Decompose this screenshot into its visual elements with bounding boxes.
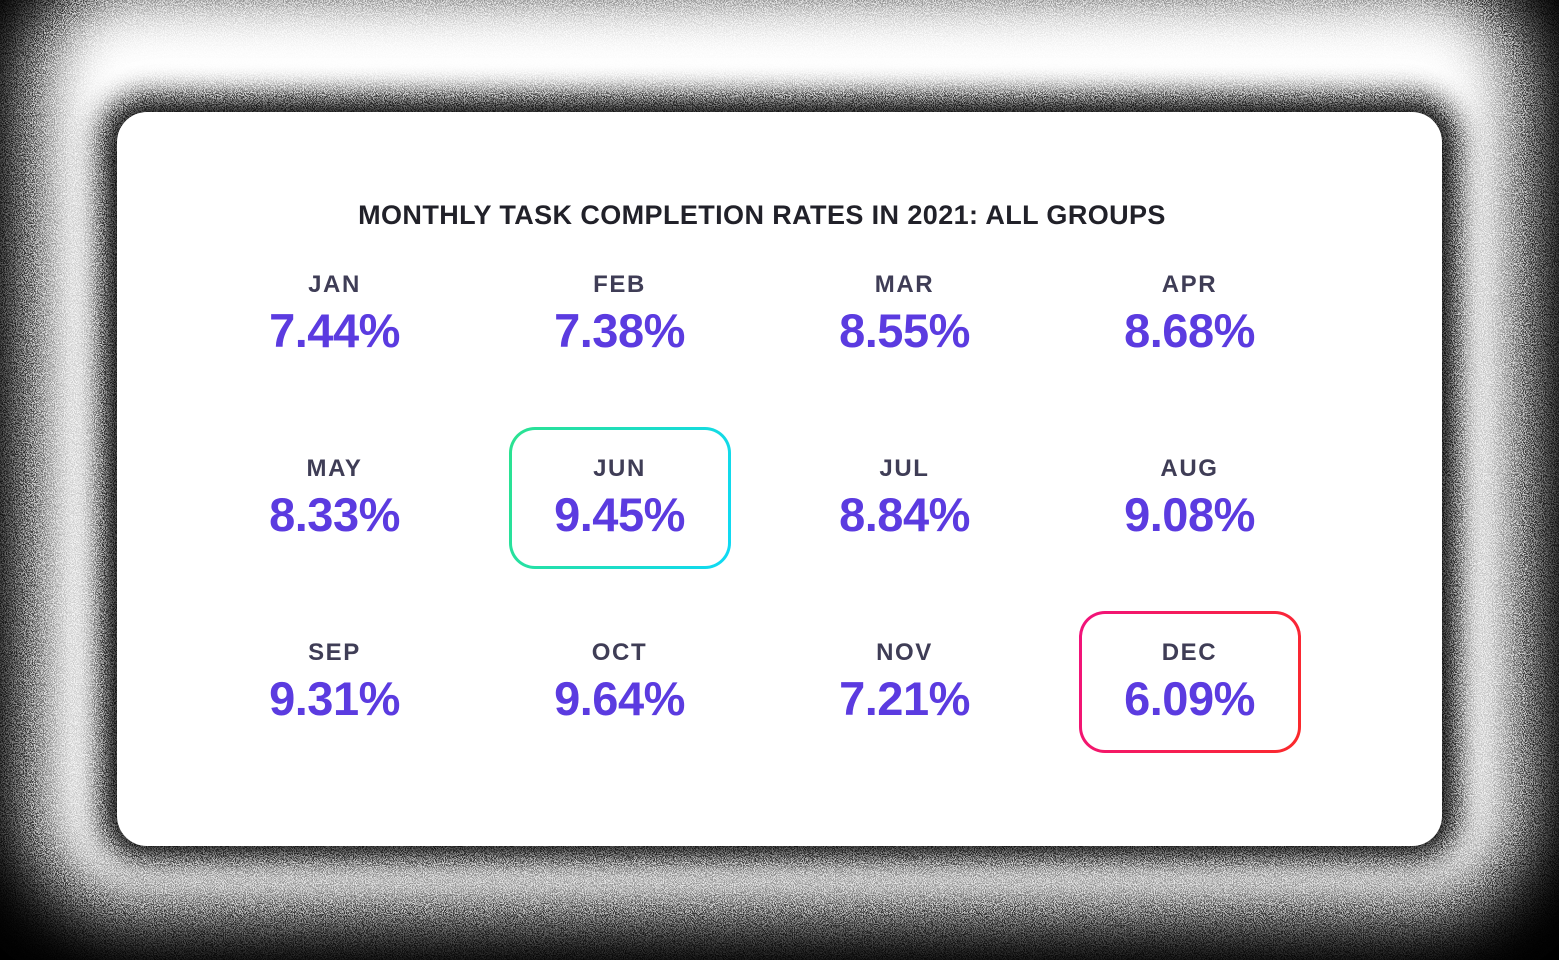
month-cell-jan: JAN 7.44% (224, 243, 446, 385)
month-label: NOV (876, 638, 933, 666)
month-label: FEB (593, 270, 646, 298)
month-cell-apr: APR 8.68% (1079, 243, 1301, 385)
month-label: SEP (308, 638, 361, 666)
month-cell-core: MAR 8.55% (797, 246, 1013, 382)
month-value: 7.38% (554, 303, 685, 357)
month-cell-core: MAY 8.33% (227, 430, 443, 566)
month-cell-feb: FEB 7.38% (509, 243, 731, 385)
month-cell-jun-highlight-box: JUN 9.45% (508, 427, 731, 569)
month-label: MAR (874, 270, 935, 298)
month-cell-may: MAY 8.33% (224, 427, 446, 569)
months-grid: JAN 7.44% FEB 7.38% MAR 8.55% APR (192, 243, 1332, 753)
card-title: MONTHLY TASK COMPLETION RATES IN 2021: A… (358, 200, 1166, 230)
month-cell-core: NOV 7.21% (797, 614, 1013, 750)
month-value: 6.09% (1124, 671, 1255, 725)
month-cell-core: OCT 9.64% (512, 614, 728, 750)
month-value: 9.64% (554, 671, 685, 725)
month-cell-mar: MAR 8.55% (794, 243, 1016, 385)
month-value: 8.55% (839, 303, 970, 357)
month-value: 7.21% (839, 671, 970, 725)
month-value: 9.08% (1124, 487, 1255, 541)
month-label: APR (1161, 270, 1218, 298)
month-cell-core: JUL 8.84% (797, 430, 1013, 566)
month-cell-core: JAN 7.44% (227, 246, 443, 382)
month-label: OCT (591, 638, 648, 666)
month-cell-core: DEC 6.09% (1081, 614, 1298, 750)
month-cell-nov: NOV 7.21% (794, 611, 1016, 753)
month-value: 9.31% (269, 671, 400, 725)
month-label: JUN (593, 454, 646, 482)
month-label: MAY (306, 454, 363, 482)
month-label: DEC (1161, 638, 1218, 666)
month-cell-core: AUG 9.08% (1082, 430, 1298, 566)
month-cell-core: JUN 9.45% (511, 430, 728, 566)
month-cell-core: FEB 7.38% (512, 246, 728, 382)
month-cell-core: APR 8.68% (1082, 246, 1298, 382)
month-cell-core: SEP 9.31% (227, 614, 443, 750)
month-value: 7.44% (269, 303, 400, 357)
month-label: JAN (308, 270, 361, 298)
month-cell-aug: AUG 9.08% (1079, 427, 1301, 569)
month-cell-dec-highlight-box: DEC 6.09% (1078, 611, 1301, 753)
month-label: JUL (879, 454, 930, 482)
month-value: 9.45% (554, 487, 685, 541)
month-value: 8.84% (839, 487, 970, 541)
month-value: 8.68% (1124, 303, 1255, 357)
month-cell-oct: OCT 9.64% (509, 611, 731, 753)
month-value: 8.33% (269, 487, 400, 541)
stats-card: MONTHLY TASK COMPLETION RATES IN 2021: A… (117, 112, 1442, 846)
month-cell-sep: SEP 9.31% (224, 611, 446, 753)
month-cell-jul: JUL 8.84% (794, 427, 1016, 569)
month-label: AUG (1160, 454, 1219, 482)
